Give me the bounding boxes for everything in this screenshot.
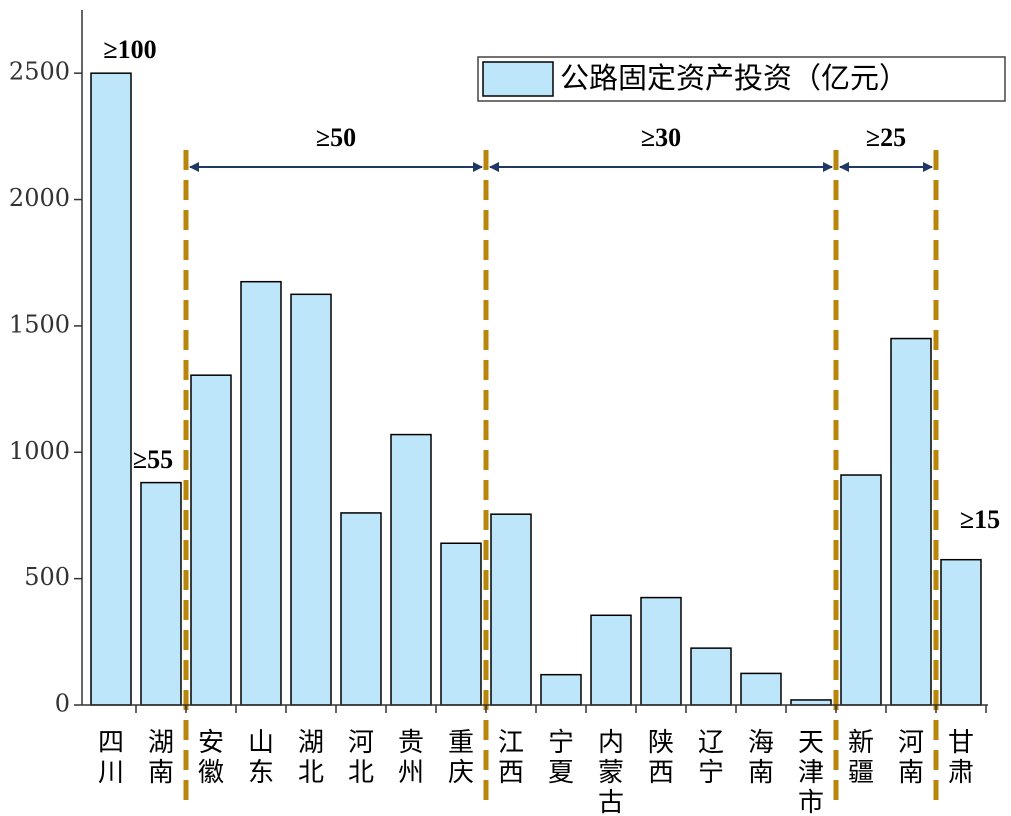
annotation: ≥50: [316, 123, 356, 152]
x-tick-label: 新疆: [848, 728, 874, 788]
annotation: ≥55: [133, 445, 173, 474]
bar: [690, 647, 732, 706]
legend-swatch: [482, 61, 554, 97]
x-tick-label: 四川: [98, 728, 124, 788]
bar: [740, 672, 782, 706]
x-tick-label: 河南: [898, 728, 924, 788]
x-tick-label: 重庆: [448, 728, 474, 788]
bar: [390, 433, 432, 706]
bar: [640, 596, 682, 706]
bar: [590, 614, 632, 706]
bar: [290, 293, 332, 706]
bar: [890, 337, 932, 706]
y-tick-label: 1000: [9, 437, 70, 465]
y-tick-label: 2000: [9, 184, 70, 212]
legend-label: 公路固定资产投资（亿元）: [560, 61, 908, 95]
annotation: ≥100: [103, 35, 156, 64]
x-tick-label: 贵州: [398, 728, 424, 788]
bar: [540, 673, 582, 706]
y-tick-label: 1500: [9, 310, 70, 338]
x-tick-label: 海南: [748, 728, 774, 788]
bar: [240, 280, 282, 706]
annotation: ≥15: [960, 505, 1000, 534]
x-tick-label: 河北: [348, 728, 374, 788]
bar: [140, 481, 182, 706]
x-tick-label: 江西: [498, 728, 524, 788]
x-tick-label: 天津市: [798, 728, 824, 816]
bar: [90, 72, 132, 706]
bar: [440, 542, 482, 706]
x-tick-label: 湖北: [298, 728, 324, 788]
bar: [790, 699, 832, 706]
bar: [940, 558, 982, 706]
x-tick-label: 宁夏: [548, 728, 574, 788]
legend: 公路固定资产投资（亿元）: [477, 56, 1006, 102]
x-tick-label: 辽宁: [698, 728, 724, 788]
y-tick-label: 0: [55, 690, 70, 718]
bar: [490, 513, 532, 706]
bar: [190, 374, 232, 706]
x-tick-label: 甘肃: [948, 728, 974, 788]
x-tick-label: 陕西: [648, 728, 674, 788]
x-tick-label: 安徽: [198, 728, 224, 788]
x-tick-label: 湖南: [148, 728, 174, 788]
bar: [840, 474, 882, 706]
x-tick-label: 内蒙古: [598, 728, 624, 816]
annotation: ≥25: [866, 123, 906, 152]
bar: [340, 512, 382, 706]
annotation: ≥30: [641, 123, 681, 152]
legend-box: [477, 56, 1006, 102]
x-tick-label: 山东: [248, 728, 274, 788]
y-tick-label: 500: [24, 563, 70, 591]
y-tick-label: 2500: [9, 58, 70, 86]
